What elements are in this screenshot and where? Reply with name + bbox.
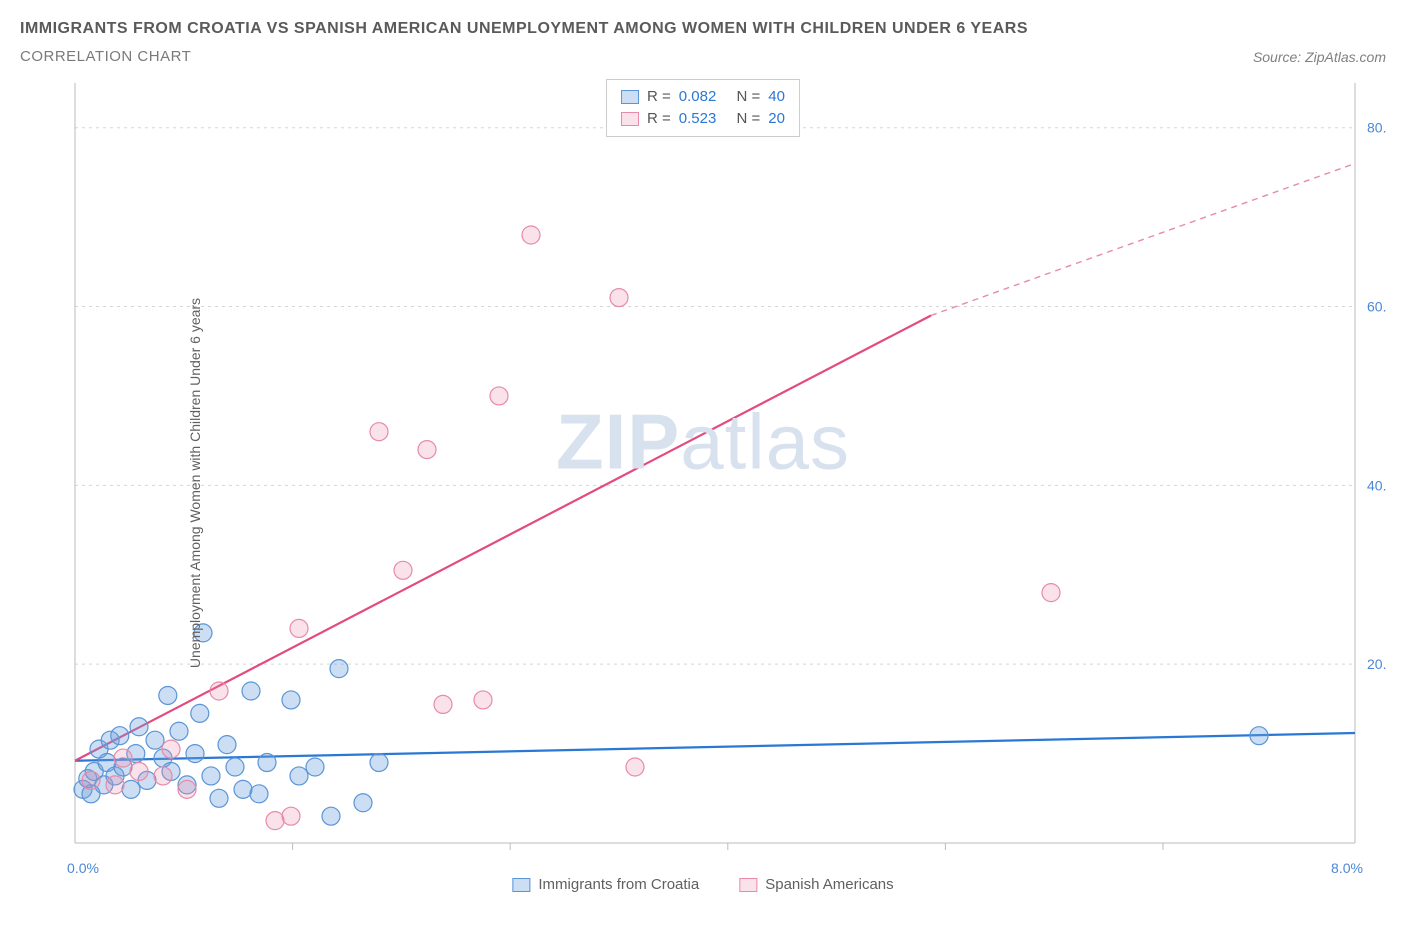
- legend-label: Immigrants from Croatia: [538, 876, 699, 893]
- svg-text:80.0%: 80.0%: [1367, 120, 1386, 136]
- legend-row: R = 0.082 N = 40: [621, 86, 785, 108]
- legend-n-label: N =: [737, 108, 761, 130]
- legend-r-value: 0.082: [679, 86, 717, 108]
- svg-text:60.0%: 60.0%: [1367, 299, 1386, 315]
- series-legend: Immigrants from Croatia Spanish American…: [512, 876, 893, 893]
- legend-row: R = 0.523 N = 20: [621, 108, 785, 130]
- legend-r-value: 0.523: [679, 108, 717, 130]
- legend-n-label: N =: [737, 86, 761, 108]
- source-label: Source: ZipAtlas.com: [1253, 49, 1386, 65]
- legend-item: Spanish Americans: [739, 876, 893, 893]
- legend-label: Spanish Americans: [765, 876, 893, 893]
- svg-text:8.0%: 8.0%: [1331, 860, 1363, 876]
- legend-swatch-pink: [739, 878, 757, 892]
- correlation-legend: R = 0.082 N = 40 R = 0.523 N = 20: [606, 79, 800, 137]
- legend-item: Immigrants from Croatia: [512, 876, 699, 893]
- legend-n-value: 40: [768, 86, 785, 108]
- legend-swatch-pink: [621, 112, 639, 126]
- legend-r-label: R =: [647, 108, 671, 130]
- chart-header: IMMIGRANTS FROM CROATIA VS SPANISH AMERI…: [20, 20, 1386, 65]
- y-axis-label: Unemployment Among Women with Children U…: [187, 298, 203, 668]
- chart-subtitle: CORRELATION CHART: [20, 48, 1028, 65]
- legend-r-label: R =: [647, 86, 671, 108]
- chart-container: Unemployment Among Women with Children U…: [20, 73, 1386, 893]
- scatter-chart: 20.0% 40.0% 60.0% 80.0% 0.0% 8.0%: [20, 73, 1386, 893]
- chart-title: IMMIGRANTS FROM CROATIA VS SPANISH AMERI…: [20, 20, 1028, 38]
- svg-text:20.0%: 20.0%: [1367, 656, 1386, 672]
- svg-text:40.0%: 40.0%: [1367, 477, 1386, 493]
- legend-n-value: 20: [768, 108, 785, 130]
- svg-text:0.0%: 0.0%: [67, 860, 99, 876]
- title-block: IMMIGRANTS FROM CROATIA VS SPANISH AMERI…: [20, 20, 1028, 65]
- legend-swatch-blue: [512, 878, 530, 892]
- legend-swatch-blue: [621, 90, 639, 104]
